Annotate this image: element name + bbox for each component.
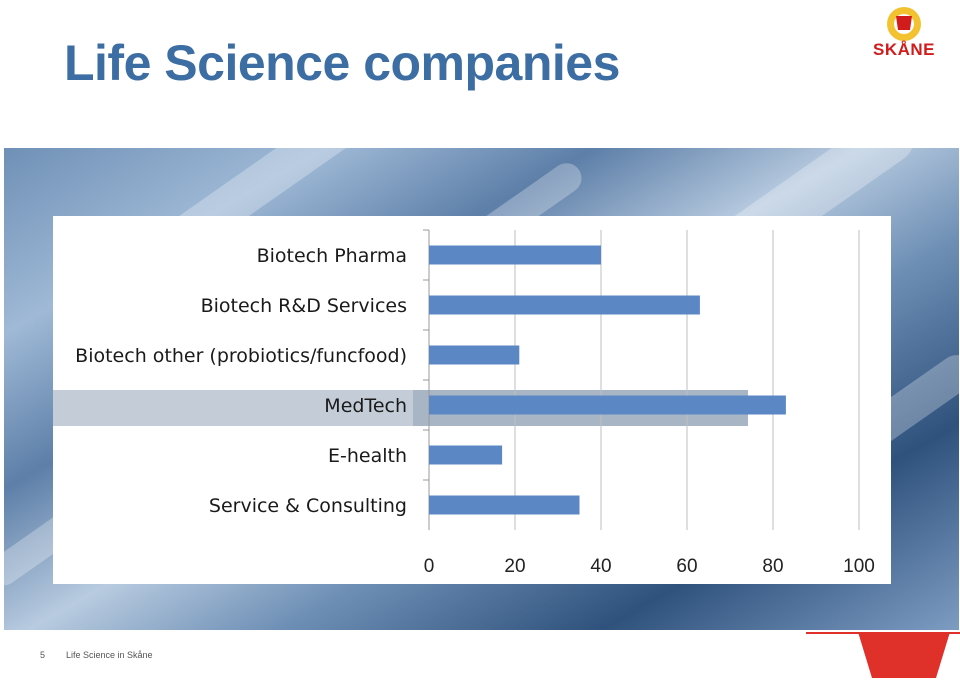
x-tick-label: 20	[504, 556, 525, 577]
category-label: Biotech Pharma	[257, 245, 407, 267]
x-tick-label: 0	[424, 556, 435, 577]
sun-emblem-icon	[887, 7, 921, 41]
logo-wordmark: SKÅNE	[872, 40, 935, 59]
bar	[429, 295, 700, 315]
bar	[429, 345, 520, 365]
region-skane-logo: SKÅNE	[866, 2, 942, 66]
footer-accent-shape	[858, 632, 950, 678]
highlight-band-label-area	[53, 390, 413, 426]
bar	[429, 445, 503, 465]
bar	[429, 245, 601, 265]
footer-label: Life Science in Skåne	[66, 650, 153, 660]
category-label: MedTech	[324, 395, 407, 417]
bar	[429, 395, 786, 415]
x-tick-label: 80	[762, 556, 783, 577]
bar	[429, 495, 580, 515]
category-label: Service & Consulting	[209, 495, 407, 517]
category-label: Biotech R&D Services	[201, 295, 407, 317]
slide-title: Life Science companies	[64, 35, 620, 91]
footer-page-number: 5	[40, 650, 46, 660]
category-label: Biotech other (probiotics/funcfood)	[75, 345, 407, 367]
x-tick-label: 100	[843, 556, 875, 577]
x-tick-label: 60	[676, 556, 697, 577]
x-tick-label: 40	[590, 556, 611, 577]
category-label: E-health	[328, 445, 407, 467]
